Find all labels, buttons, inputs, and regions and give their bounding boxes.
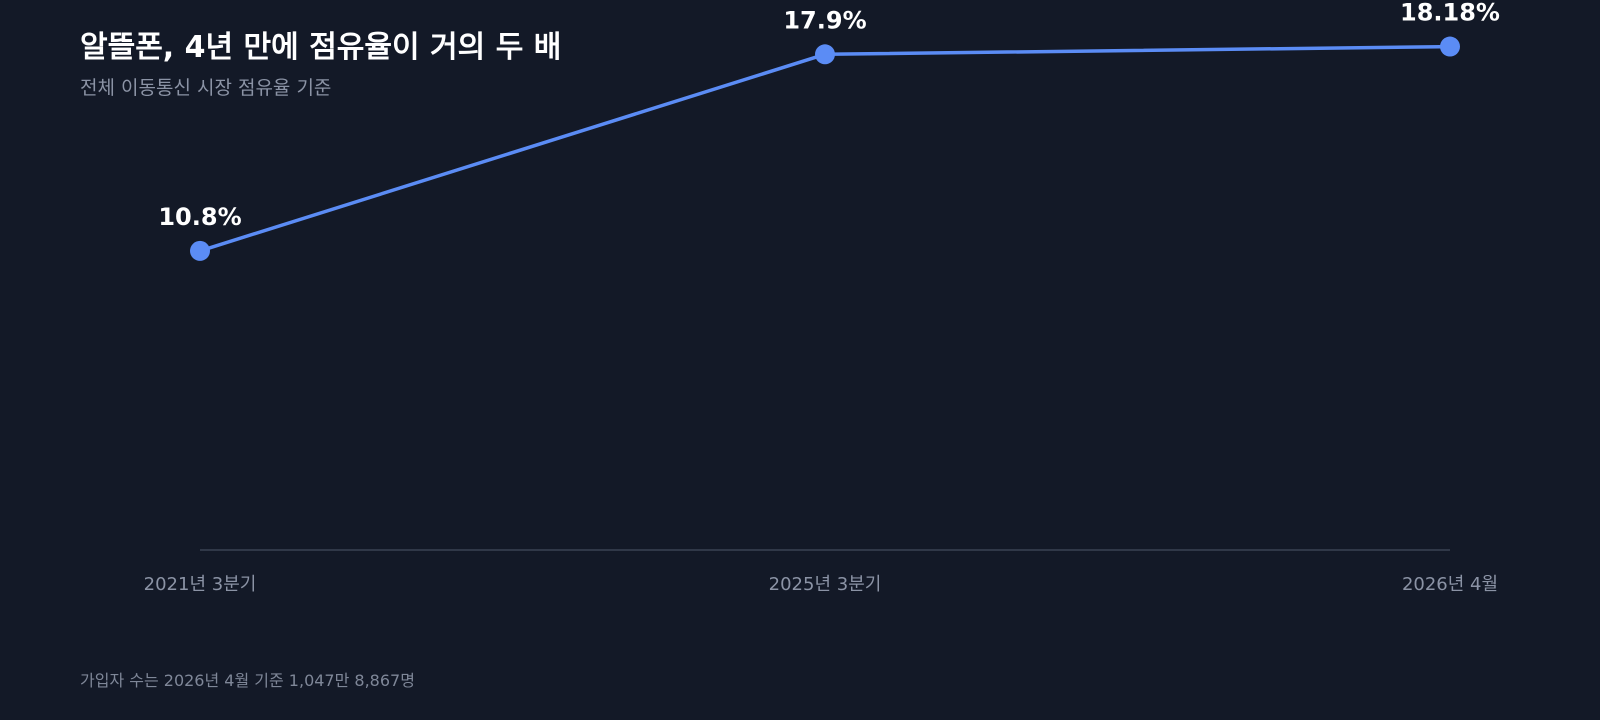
value-label: 17.9% bbox=[783, 6, 866, 34]
line-chart: 10.8% 17.9% 18.18% 2021년 3분기 2025년 3분기 2026년… bbox=[144, 0, 1500, 595]
footnote: 가입자 수는 2026년 4월 기준 1,047만 8,867명 bbox=[80, 671, 415, 690]
x-tick-label: 2021년 3분기 bbox=[144, 574, 257, 595]
value-label: 18.18% bbox=[1400, 0, 1500, 27]
data-point bbox=[190, 240, 210, 261]
data-points bbox=[190, 36, 1460, 261]
data-point bbox=[815, 44, 835, 65]
data-point bbox=[1440, 36, 1460, 57]
series-line bbox=[198, 44, 1452, 253]
x-tick-label: 2025년 3분기 bbox=[769, 574, 882, 595]
chart-title: 알뜰폰, 4년 만에 점유율이 거의 두 배 bbox=[80, 30, 562, 65]
chart-subtitle: 전체 이동통신 시장 점유율 기준 bbox=[80, 77, 332, 99]
value-labels: 10.8% 17.9% 18.18% bbox=[158, 0, 1500, 231]
x-tick-labels: 2021년 3분기 2025년 3분기 2026년 4월 bbox=[144, 574, 1498, 595]
x-tick-label: 2026년 4월 bbox=[1402, 574, 1498, 595]
value-label: 10.8% bbox=[158, 203, 241, 231]
